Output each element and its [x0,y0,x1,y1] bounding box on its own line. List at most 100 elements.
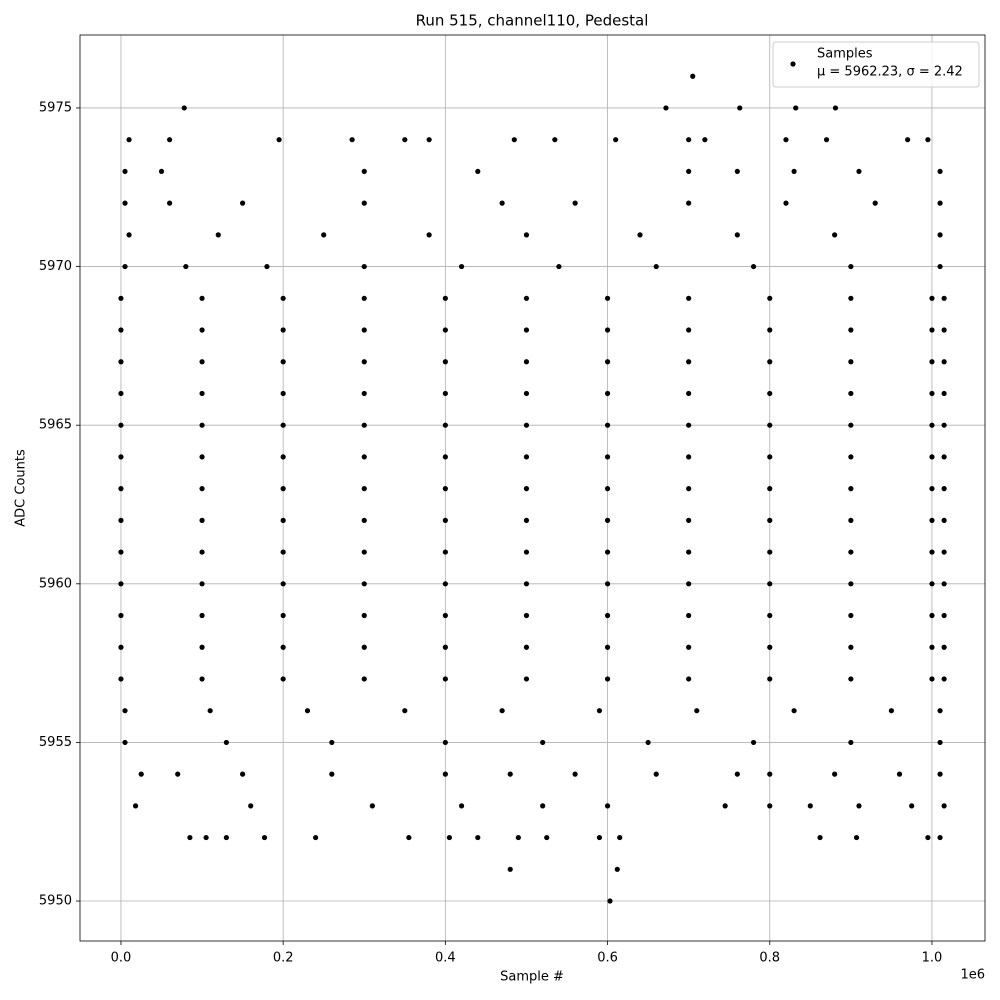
sample-point [767,359,773,365]
sample-point [604,295,611,301]
sample-point [442,359,448,365]
sample-point [832,105,839,111]
sample-point [941,612,947,619]
sample-point [941,486,947,492]
sample-point [540,739,546,746]
sample-point [686,295,692,301]
sample-point [442,295,448,301]
sample-point [888,708,895,714]
sample-point [734,232,740,238]
sample-point [767,581,773,587]
sample-point [686,612,692,619]
sample-point [523,295,530,301]
sample-point [361,390,367,397]
sample-point [361,517,367,523]
sample-point [848,676,854,682]
sample-point [807,803,813,809]
sample-point [523,327,530,333]
sample-point [248,803,254,809]
sample-point [937,708,943,714]
sample-point [604,486,611,492]
sample-point [686,390,692,397]
sample-point [848,263,854,270]
sample-point [442,771,448,777]
sample-point [118,390,124,397]
sample-point [941,803,947,809]
sample-point [458,263,465,270]
sample-point [499,200,505,206]
sample-point [118,295,124,301]
sample-point [734,771,740,777]
sample-point [848,517,854,523]
sample-point [118,454,124,460]
y-tick-label: 5975 [39,100,72,115]
sample-point [442,676,448,682]
sample-point [848,390,854,397]
sample-point [126,232,132,238]
sample-point [442,517,448,523]
sample-point [686,486,692,492]
sample-point [199,327,205,333]
sample-point [929,295,935,301]
sample-point [158,168,165,175]
sample-point [848,581,854,587]
sample-point [686,644,692,650]
sample-point [199,454,205,460]
sample-point [167,137,173,143]
sample-point [199,517,205,523]
sample-point [118,327,124,333]
sample-point [817,834,823,841]
sample-point [909,803,915,809]
sample-point [872,200,878,206]
x-tick-label: 1.0 [922,951,943,966]
sample-point [361,549,367,555]
sample-point [126,137,132,143]
sample-point [848,549,854,555]
sample-point [122,263,128,270]
sample-point [941,581,947,587]
y-tick-label: 5965 [39,418,72,433]
sample-point [856,168,862,175]
sample-point [767,644,773,650]
sample-point [929,581,935,587]
sample-point [929,390,935,397]
x-tick-label: 0.2 [273,951,294,966]
sample-point [767,327,773,333]
sample-point [442,739,448,746]
sample-point [604,676,611,682]
sample-point [734,168,740,175]
sample-point [929,359,935,365]
sample-point [280,612,286,619]
sample-point [572,200,578,206]
sample-point [280,422,286,428]
sample-point [304,708,311,714]
sample-point [167,200,173,206]
sample-point [617,834,623,841]
sample-point [240,200,246,206]
sample-point [604,517,611,523]
sample-point [604,549,611,555]
sample-point [941,454,947,460]
sample-point [361,422,367,428]
sample-point [118,517,124,523]
sample-point [540,803,546,809]
sample-point [523,454,530,460]
sample-point [118,644,124,650]
y-tick-label: 5950 [39,894,72,909]
sample-point [523,549,530,555]
sample-point [937,771,943,777]
sample-point [446,834,453,841]
sample-point [442,644,448,650]
sample-point [767,676,773,682]
sample-point [215,232,221,238]
sample-point [207,708,213,714]
sample-point [175,771,181,777]
sample-point [523,422,530,428]
sample-point [614,866,620,872]
sample-point [596,834,603,841]
sample-point [361,327,367,333]
sample-point [604,454,611,460]
sample-point [686,549,692,555]
sample-point [925,137,931,143]
sample-point [426,137,432,143]
